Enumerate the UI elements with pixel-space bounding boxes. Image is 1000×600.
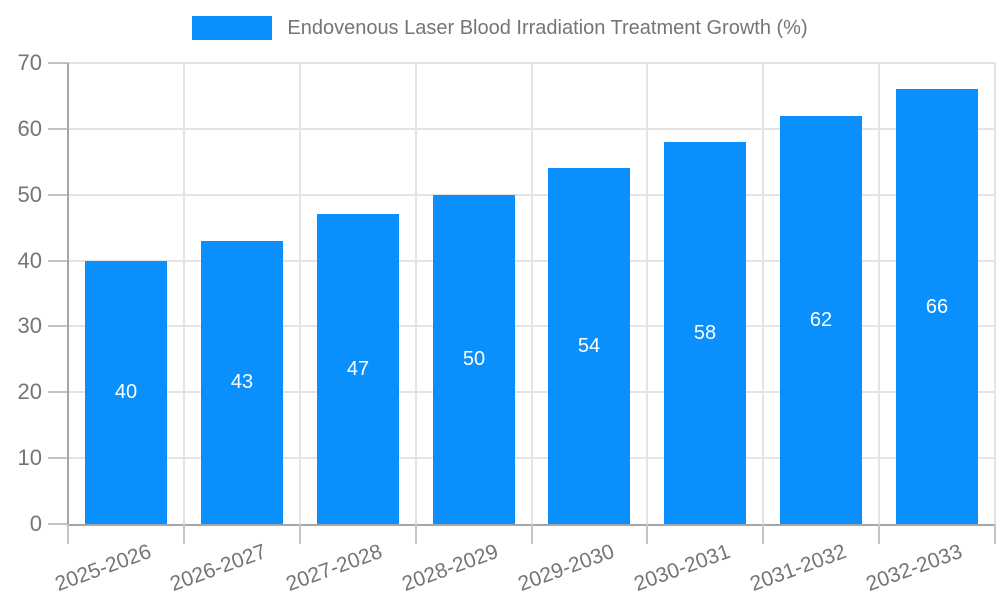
- y-axis-label: 60: [17, 115, 42, 141]
- x-gridline: [530, 63, 533, 524]
- bar-value-label: 40: [114, 381, 138, 403]
- x-axis-label: 2031-2032: [746, 540, 850, 596]
- bar: [85, 260, 167, 524]
- x-axis-tick: [182, 524, 185, 544]
- bar-value-label: 43: [230, 371, 254, 393]
- x-axis-label: 2026-2027: [167, 540, 270, 596]
- bar: [896, 89, 978, 524]
- x-axis-tick: [414, 524, 417, 544]
- x-axis-tick: [67, 524, 69, 544]
- y-axis-label: 50: [17, 181, 42, 207]
- bar: [433, 194, 515, 524]
- x-gridline: [762, 63, 765, 524]
- x-gridline: [298, 63, 301, 524]
- y-axis-tick: [48, 259, 68, 262]
- x-gridline: [182, 63, 185, 524]
- y-axis-label: 70: [17, 50, 42, 75]
- x-axis-label: 2032-2033: [862, 540, 965, 596]
- bar-value-label: 47: [346, 358, 370, 380]
- y-axis-tick: [48, 62, 68, 64]
- bar-value-label: 62: [809, 309, 833, 331]
- bar-value-label: 54: [577, 335, 601, 357]
- y-axis-label: 30: [17, 313, 42, 339]
- x-axis-tick: [298, 524, 301, 544]
- x-gridline: [414, 63, 417, 524]
- y-axis-line: [67, 63, 69, 526]
- x-gridline: [994, 63, 996, 524]
- x-axis-label: 2027-2028: [283, 540, 386, 596]
- y-axis-tick: [48, 325, 68, 328]
- x-axis-label: 2029-2030: [515, 540, 618, 596]
- y-axis-label: 20: [17, 379, 42, 405]
- y-axis-label: 40: [17, 247, 42, 273]
- y-axis-tick: [48, 523, 68, 525]
- chart-legend: Endovenous Laser Blood Irradiation Treat…: [0, 16, 1000, 40]
- y-axis-tick: [48, 193, 68, 196]
- x-axis-tick: [762, 524, 765, 544]
- bar: [201, 240, 283, 524]
- bar: [664, 142, 746, 524]
- bar: [317, 214, 399, 524]
- x-axis-tick: [878, 524, 881, 544]
- bar: [548, 168, 630, 524]
- x-axis-label: 2030-2031: [630, 540, 734, 596]
- bar-value-label: 66: [925, 296, 949, 318]
- x-axis-tick: [646, 524, 649, 544]
- x-axis-tick: [994, 524, 996, 544]
- legend-label: Endovenous Laser Blood Irradiation Treat…: [287, 16, 808, 39]
- x-axis-tick: [530, 524, 533, 544]
- y-axis-tick: [48, 457, 68, 460]
- x-gridline: [878, 63, 881, 524]
- x-gridline: [646, 63, 649, 524]
- legend-swatch-icon: [192, 16, 273, 40]
- y-axis-tick: [48, 127, 68, 130]
- x-axis-label: 2028-2029: [399, 540, 502, 596]
- y-axis-tick: [48, 391, 68, 394]
- y-axis-label: 0: [29, 511, 42, 536]
- x-axis-label: 2025-2026: [51, 540, 154, 596]
- bar-value-label: 50: [462, 348, 486, 370]
- bar: [780, 115, 862, 524]
- y-axis-label: 10: [17, 445, 42, 471]
- bar-value-label: 58: [693, 322, 717, 344]
